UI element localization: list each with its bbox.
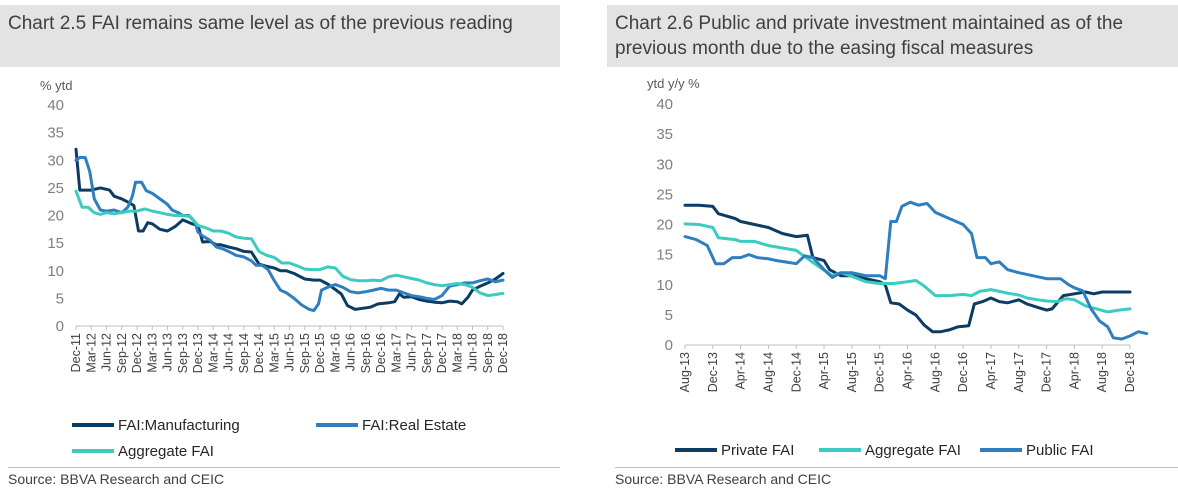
x-tick-label: Aug-18 xyxy=(1095,352,1109,392)
x-tick-label: Jun-17 xyxy=(405,333,419,371)
source-note: Source: BBVA Research and CEIC xyxy=(8,471,225,487)
x-tick-label: Jun-15 xyxy=(283,333,297,371)
series-line-public-fai xyxy=(683,200,1149,341)
x-tick-label: Apr-14 xyxy=(734,352,748,390)
x-tick-label: Sep-14 xyxy=(237,333,251,373)
y-tick-label: 5 xyxy=(56,290,64,307)
y-tick-label: 35 xyxy=(656,126,673,143)
x-tick-label: Dec-18 xyxy=(1123,352,1137,392)
x-tick-label: Mar-12 xyxy=(84,333,98,373)
chart-title: Chart 2.5 FAI remains same level as of t… xyxy=(0,5,560,67)
x-tick-label: Aug-16 xyxy=(928,352,942,392)
y-tick-label: 40 xyxy=(656,96,673,113)
y-axis-label: % ytd xyxy=(40,78,73,93)
x-tick-label: Dec-16 xyxy=(374,333,388,373)
x-tick-label: Dec-15 xyxy=(313,333,327,373)
y-tick-label: 20 xyxy=(47,208,64,225)
y-tick-label: 0 xyxy=(665,337,673,354)
legend-item: FAI:Manufacturing xyxy=(72,417,240,434)
legend-label: Public FAI xyxy=(1026,442,1094,459)
x-tick-label: Jun-12 xyxy=(100,333,114,371)
x-tick-label: Sep-13 xyxy=(176,333,190,373)
source-note: Source: BBVA Research and CEIC xyxy=(615,471,832,487)
x-tick-label: Apr-17 xyxy=(984,352,998,390)
chart-panel-left: Chart 2.5 FAI remains same level as of t… xyxy=(0,0,560,496)
y-tick-label: 25 xyxy=(656,186,673,203)
y-tick-label: 35 xyxy=(47,125,64,142)
x-tick-label: Dec-11 xyxy=(69,333,83,372)
x-tick-label: Dec-14 xyxy=(252,333,266,373)
x-tick-label: Dec-17 xyxy=(435,333,449,373)
x-tick-label: Apr-18 xyxy=(1067,352,1081,390)
x-tick-label: Sep-17 xyxy=(420,333,434,373)
x-tick-label: Aug-13 xyxy=(678,352,692,392)
y-axis-label: ytd y/y % xyxy=(647,76,700,91)
line-chart-public-private-fai: ytd y/y % 0 5 10 15 20 25 30 35 40 Aug-13 Dec-13 Apr… xyxy=(647,76,1149,459)
source-divider xyxy=(8,467,560,468)
x-tick-label: Mar-18 xyxy=(450,333,464,373)
x-tick-label: Aug-15 xyxy=(845,352,859,392)
legend-label: Private FAI xyxy=(721,442,794,459)
chart-title: Chart 2.6 Public and private investment … xyxy=(607,5,1178,67)
y-tick-label: 15 xyxy=(656,247,673,264)
source-divider xyxy=(615,467,1178,468)
x-tick-label: Dec-17 xyxy=(1040,352,1054,392)
y-tick-label: 5 xyxy=(665,307,673,324)
x-tick-label: Sep-18 xyxy=(481,333,495,373)
x-tick-label: Sep-16 xyxy=(359,333,373,373)
legend-label: Aggregate FAI xyxy=(118,443,214,460)
x-tick-label: Apr-16 xyxy=(901,352,915,390)
y-tick-label: 30 xyxy=(47,152,64,169)
x-tick-label: Mar-13 xyxy=(145,333,159,373)
y-tick-label: 10 xyxy=(47,263,64,280)
x-tick-label: Apr-15 xyxy=(817,352,831,390)
x-tick-label: Dec-18 xyxy=(496,333,510,373)
legend-item: Public FAI xyxy=(980,442,1094,459)
y-tick-label: 10 xyxy=(656,277,673,294)
series-line-aggregate-fai xyxy=(74,189,505,298)
series-line-fai-manufacturing xyxy=(74,147,505,311)
x-tick-label: Mar-17 xyxy=(389,333,403,373)
legend-item: Private FAI xyxy=(675,442,794,459)
x-tick-label: Aug-14 xyxy=(761,352,775,392)
legend-label: Aggregate FAI xyxy=(865,442,961,459)
legend-label: FAI:Real Estate xyxy=(362,417,466,434)
chart-panel-right: Chart 2.6 Public and private investment … xyxy=(607,0,1178,496)
x-tick-label: Dec-14 xyxy=(789,352,803,392)
legend-item: FAI:Real Estate xyxy=(316,417,466,434)
x-tick-label: Jun-13 xyxy=(161,333,175,371)
x-tick-label: Sep-15 xyxy=(298,333,312,373)
x-tick-label: Dec-15 xyxy=(873,352,887,392)
y-tick-label: 20 xyxy=(656,217,673,234)
x-tick-label: Jun-14 xyxy=(222,333,236,371)
x-tick-label: Dec-13 xyxy=(191,333,205,373)
x-tick-label: Aug-17 xyxy=(1012,352,1026,392)
x-tick-label: Jun-16 xyxy=(344,333,358,371)
x-tick-label: Dec-13 xyxy=(706,352,720,392)
legend-item: Aggregate FAI xyxy=(819,442,961,459)
series-line-fai-real-estate xyxy=(74,156,505,312)
y-tick-label: 0 xyxy=(56,318,64,335)
legend-item: Aggregate FAI xyxy=(72,443,214,460)
series-line-aggregate-fai xyxy=(683,222,1132,314)
x-tick-label: Jun-18 xyxy=(466,333,480,371)
y-tick-label: 40 xyxy=(47,97,64,114)
x-tick-label: Mar-16 xyxy=(328,333,342,373)
series-line-private-fai xyxy=(683,203,1132,334)
x-tick-label: Mar-14 xyxy=(206,333,220,373)
x-tick-label: Mar-15 xyxy=(267,333,281,373)
x-tick-label: Dec-12 xyxy=(130,333,144,373)
y-tick-label: 30 xyxy=(656,156,673,173)
x-tick-label: Sep-12 xyxy=(115,333,129,373)
x-tick-label: Dec-16 xyxy=(956,352,970,392)
legend-label: FAI:Manufacturing xyxy=(118,417,240,434)
y-tick-label: 15 xyxy=(47,235,64,252)
y-tick-label: 25 xyxy=(47,180,64,197)
